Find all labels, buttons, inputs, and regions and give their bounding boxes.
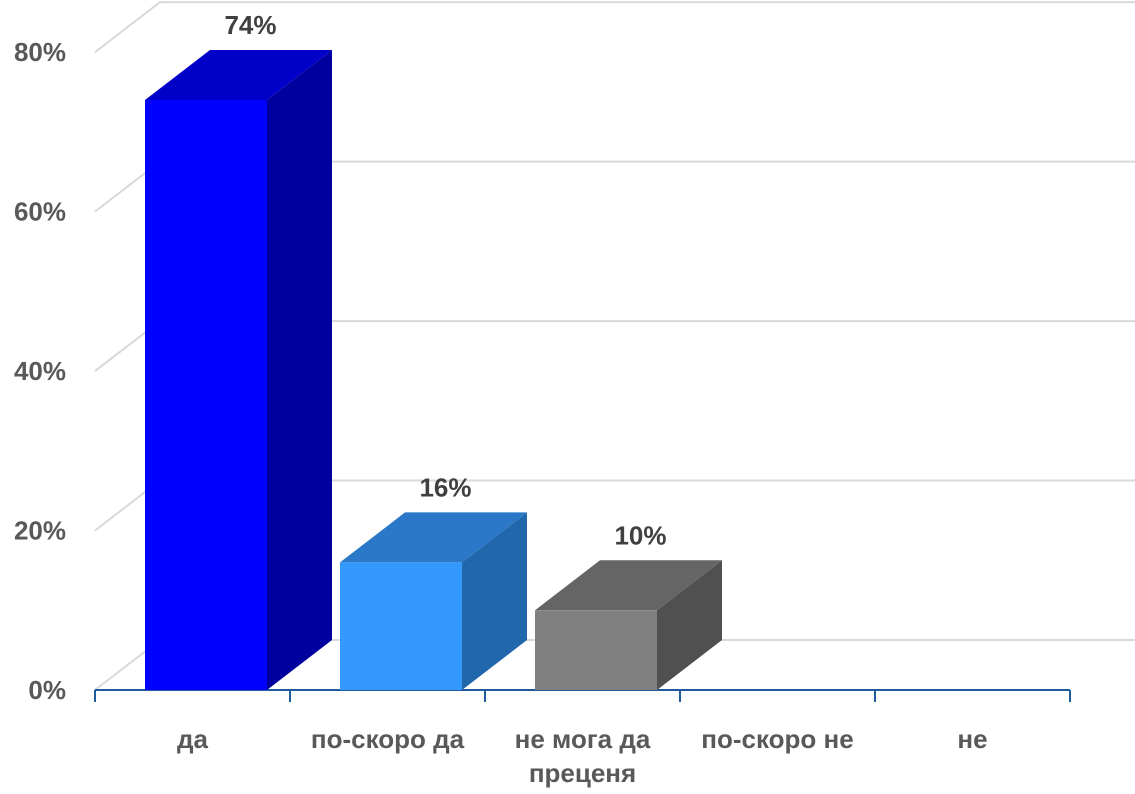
bar-side — [657, 560, 722, 690]
bar — [535, 610, 657, 690]
x-tick-label: да — [177, 724, 209, 754]
labels: 0% 20% 40% 60% 80% 74% да 16% по-скоро да 10% не м… — [14, 10, 988, 788]
y-tick-label: 40% — [14, 356, 66, 386]
data-label: 16% — [419, 472, 471, 502]
y-tick-label: 0% — [28, 675, 66, 705]
y-tick-label: 80% — [14, 37, 66, 67]
y-tick-label: 20% — [14, 516, 66, 546]
bar-top — [535, 560, 722, 611]
bar-top — [145, 50, 332, 100]
x-tick-label: по-скоро да — [311, 724, 465, 754]
bar-side — [267, 50, 332, 690]
data-label: 74% — [224, 10, 276, 40]
bar-top — [340, 512, 527, 563]
y-tick-label: 60% — [14, 197, 66, 227]
gridline-diagonal — [94, 1, 161, 53]
bars — [145, 50, 722, 690]
x-tick-label: не — [957, 724, 987, 754]
data-label: 10% — [614, 520, 666, 550]
x-tick-label: по-скоро не — [701, 724, 853, 754]
x-tick-label: не мога да преценя — [515, 724, 651, 788]
bar — [145, 100, 267, 690]
axes — [94, 689, 1071, 702]
bar — [340, 562, 462, 690]
bar-side — [462, 512, 527, 690]
